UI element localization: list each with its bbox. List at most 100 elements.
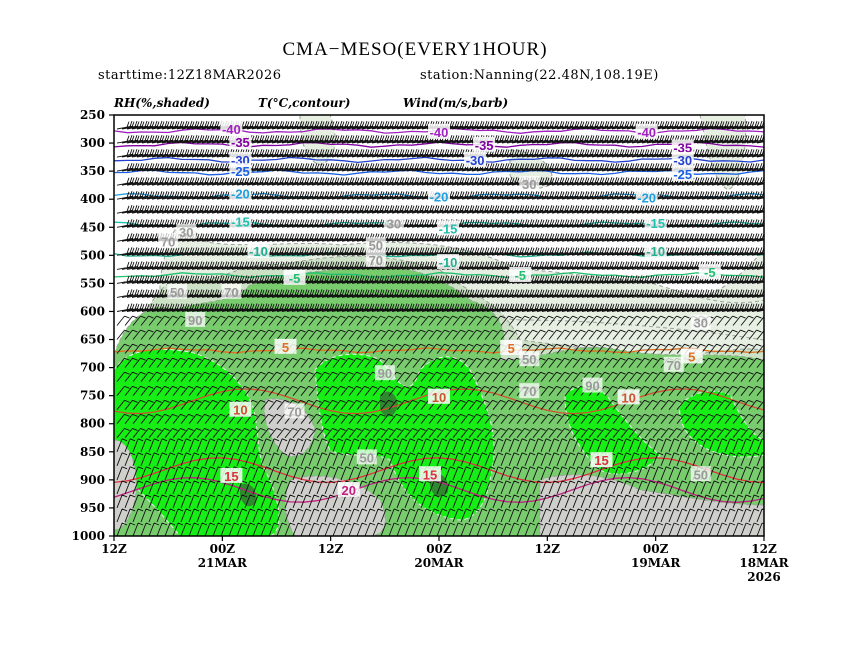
x-tick-label: 12Z	[535, 542, 561, 556]
temperature-label-bg	[274, 338, 297, 354]
y-tick-label: 450	[80, 220, 105, 234]
y-tick-label: 600	[80, 304, 105, 318]
y-tick-label: 750	[80, 389, 105, 403]
y-tick-label: 550	[80, 276, 105, 290]
y-tick-label: 700	[80, 361, 105, 375]
rh-label-bg	[690, 466, 711, 482]
rh-label-bg	[356, 449, 377, 465]
station-info: station:Nanning(22.48N,108.19E)	[420, 68, 659, 83]
rh-label-bg	[690, 314, 711, 330]
wind-barb-row	[116, 120, 764, 130]
rh-contour-label: 50	[522, 352, 536, 367]
wind-barb-row	[116, 303, 764, 312]
temperature-contour-label: -10	[646, 244, 665, 259]
temperature-contour-label: -35	[475, 138, 494, 153]
temperature-label-bg	[418, 466, 441, 482]
rh-contour-label: 70	[666, 358, 680, 373]
temperature-label-bg	[337, 481, 360, 497]
x-tick-date: 19MAR	[631, 556, 681, 570]
y-tick-label: 500	[80, 248, 105, 262]
rh-contour-label: 50	[360, 450, 374, 465]
temperature-contour-label: -35	[673, 141, 692, 156]
x-tick-year: 2026	[747, 570, 780, 584]
temperature-label-bg	[229, 185, 252, 201]
y-axis: 250 300 350 400 450 500 550 600 650 700 750 800 850 9…	[72, 108, 114, 543]
temperature-label-bg	[437, 254, 460, 270]
temperature-label-bg	[473, 136, 496, 152]
x-tick-label: 00Z	[210, 542, 236, 556]
rh-label-bg	[383, 215, 404, 231]
start-time: starttime:12Z18MAR2026	[98, 68, 282, 83]
wind-barb-row	[116, 275, 764, 284]
temperature-contour-label: -40	[430, 125, 449, 140]
wind-barb-row	[116, 438, 764, 452]
temperature-contour-label: -30	[673, 153, 692, 168]
rh-label-bg	[582, 377, 603, 393]
rh-label-bg	[374, 365, 395, 381]
wind-barb-row	[116, 205, 764, 214]
rh-label-bg	[167, 283, 188, 299]
temperature-label-bg	[617, 389, 640, 405]
temperature-contour-label: 15	[224, 469, 238, 484]
y-tick-label: 250	[80, 108, 105, 122]
rh-label-bg	[185, 311, 206, 327]
temperature-contour-label: 5	[282, 340, 289, 355]
temperature-label-bg	[635, 189, 658, 205]
wind-barb-row	[116, 452, 764, 466]
temperature-label-bg	[680, 348, 703, 364]
temperature-contour-label: 10	[432, 390, 446, 405]
rh-contour-label: 70	[522, 384, 536, 399]
y-tick-label: 850	[80, 445, 105, 459]
wind-barb-row	[116, 177, 764, 186]
rh-label-bg	[519, 351, 540, 367]
rh-contour-label: 30	[387, 216, 401, 231]
rh-dark-pocket-1	[380, 391, 398, 417]
temperature-contour-labels: -40 -40 -40-35 -35 -35-30 -30 -30-25 -25-20 -20-…	[220, 121, 721, 498]
temperature-label-bg	[229, 213, 252, 229]
chart-title: CMA−MESO(EVERY1HOUR)	[282, 39, 547, 60]
rh-contour-label: 70	[287, 404, 301, 419]
temperature-contour-label: 10	[233, 403, 247, 418]
rh-contour-label: 70	[224, 285, 238, 300]
temperature-contour-label: -20	[231, 187, 250, 202]
wind-barbs	[116, 115, 764, 536]
temperature-legend-label: T(°C,contour)	[258, 96, 350, 110]
wind-barb-row	[116, 219, 764, 228]
wind-barb-row	[116, 399, 764, 410]
wind-barb-row	[116, 494, 764, 509]
rh-label-bg	[519, 176, 540, 192]
wind-barb-row	[116, 371, 764, 382]
wind-barb-row	[116, 508, 764, 523]
temperature-label-bg	[671, 151, 694, 167]
wind-barb-row	[116, 233, 764, 242]
temperature-contour-label: -30	[466, 153, 485, 168]
temperature-label-bg	[220, 121, 243, 137]
temperature-label-bg	[428, 188, 450, 204]
rh-90-region-3	[564, 385, 661, 475]
x-tick-label: 00Z	[426, 542, 452, 556]
y-tick-label: 650	[80, 333, 105, 347]
wind-barb-row	[116, 261, 764, 270]
y-tick-label: 300	[80, 136, 105, 150]
temperature-contour-label: -20	[637, 191, 656, 206]
temperature-contour-line	[114, 169, 764, 176]
wind-barb-row	[116, 329, 764, 340]
temperature-label-bg	[220, 467, 243, 483]
y-tick-label: 800	[80, 417, 105, 431]
temperature-label-bg	[644, 214, 667, 230]
rh-contour-label: 70	[161, 234, 175, 249]
rh-contour-label: 30	[179, 225, 193, 240]
temperature-contour-label: -25	[231, 164, 250, 179]
temperature-contour-label: -10	[439, 255, 458, 270]
rh-contour-label: 70	[369, 253, 383, 268]
x-tick-label: 12Z	[318, 542, 344, 556]
rh-label-bg	[176, 223, 197, 239]
temperature-label-bg	[671, 139, 694, 155]
rh-contour-label: 90	[585, 379, 599, 394]
temperature-contour-label: -15	[231, 215, 250, 230]
temperature-contour-label: -15	[439, 221, 458, 236]
temperature-contour-label: 5	[508, 341, 515, 356]
temperature-label-bg	[229, 401, 252, 417]
